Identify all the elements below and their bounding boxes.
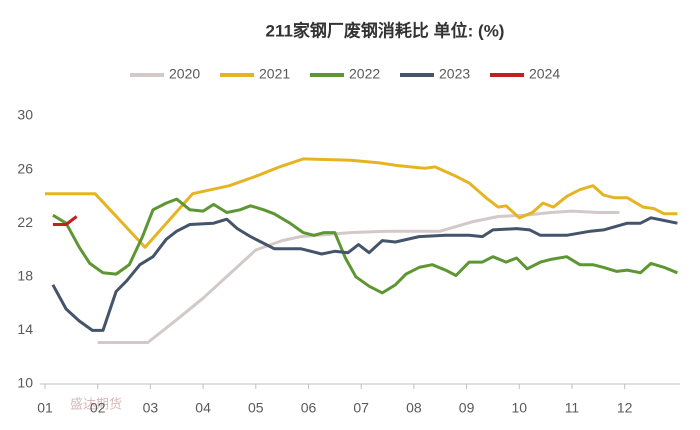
series-line — [52, 215, 78, 226]
series-line — [51, 216, 678, 332]
watermark: 盛达期货 — [70, 396, 122, 411]
x-tick-label: 08 — [406, 400, 422, 416]
series-line — [52, 197, 678, 295]
x-tick-label: 03 — [143, 400, 159, 416]
series-line — [97, 209, 620, 344]
x-tick-label: 11 — [565, 400, 580, 416]
y-tick-label: 10 — [17, 375, 33, 391]
x-tick-label: 01 — [37, 400, 53, 416]
x-tick-label: 07 — [353, 400, 369, 416]
chart-title: 211家钢厂废钢消耗比 单位: (%) — [266, 20, 505, 40]
x-tick-label: 09 — [459, 400, 475, 416]
x-tick-label: 10 — [511, 400, 527, 416]
y-tick-label: 22 — [17, 214, 33, 230]
legend-label: 2024 — [529, 66, 560, 82]
x-tick-label: 04 — [195, 400, 211, 416]
x-tick-label: 05 — [248, 400, 264, 416]
y-tick-label: 30 — [17, 107, 33, 123]
legend-label: 2022 — [349, 66, 380, 82]
legend-label: 2020 — [169, 66, 200, 82]
legend-label: 2023 — [439, 66, 470, 82]
legend-label: 2021 — [259, 66, 290, 82]
x-tick-label: 06 — [301, 400, 317, 416]
y-tick-label: 14 — [17, 321, 33, 337]
series-line — [45, 157, 678, 249]
x-tick-label: 02 — [90, 400, 106, 416]
y-tick-label: 26 — [17, 160, 33, 176]
x-tick-label: 12 — [617, 400, 633, 416]
y-tick-label: 18 — [17, 268, 33, 284]
